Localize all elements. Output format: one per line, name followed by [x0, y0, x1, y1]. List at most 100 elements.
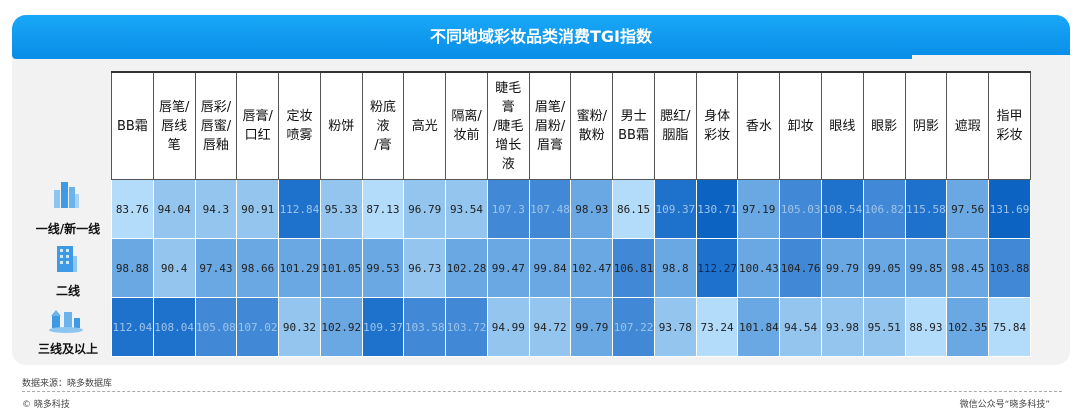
- heatmap-cell: 99.05: [862, 238, 906, 298]
- heatmap-cell: 112.84: [278, 179, 321, 239]
- heatmap-cell: 99.79: [821, 238, 864, 298]
- heatmap-cell: 130.71: [695, 179, 739, 239]
- heatmap-cell: 99.53: [361, 238, 405, 298]
- column-header: 定妆 喷雾: [278, 71, 321, 180]
- heatmap-cell: 103.72: [445, 297, 488, 357]
- heatmap-cell: 112.27: [695, 238, 739, 298]
- heatmap-cell: 102.92: [319, 297, 363, 357]
- heatmap-cell: 101.05: [319, 238, 363, 298]
- heatmap-cell: 112.04: [111, 297, 154, 357]
- heatmap-row: 83.76 94.04 94.3 90.91 112.84 95.33 87.13 96.79…: [111, 179, 1031, 239]
- heatmap-cell: 94.72: [528, 297, 572, 357]
- heatmap-cell: 93.54: [445, 179, 488, 239]
- heatmap-cell: 109.37: [653, 179, 697, 239]
- column-header: 眼线: [821, 71, 864, 180]
- chart-title: 不同地域彩妆品类消费TGI指数: [12, 15, 1070, 59]
- column-header: 蜜粉/ 散粉: [570, 71, 614, 180]
- column-header: 腮红/ 胭脂: [653, 71, 697, 180]
- heatmap-row: 98.88 90.4 97.43 98.66 101.29 101.05 99.53 96.7…: [111, 238, 1031, 298]
- copyright-text: © 晓多科技: [22, 400, 70, 410]
- heatmap-cell: 108.54: [821, 179, 864, 239]
- column-header: 睫毛 膏 /睫毛 增长 液: [486, 71, 530, 180]
- heatmap-cell: 93.98: [821, 297, 864, 357]
- heatmap-cell: 95.51: [862, 297, 906, 357]
- heatmap-cell: 98.93: [570, 179, 614, 239]
- row-label-tier3: 三线及以上: [37, 342, 98, 356]
- column-header: 粉饼: [319, 71, 363, 180]
- column-header-row: BB霜 唇笔/ 唇线 笔唇彩/ 唇蜜/ 唇釉 唇膏/ 口红 定妆 喷雾 粉饼 粉底 液 /…: [111, 71, 1031, 180]
- footer-divider: [22, 391, 1062, 392]
- wechat-account-text: 微信公众号“晓多科技”: [959, 400, 1050, 410]
- heatmap-row: 112.04 108.04 105.08 107.02 90.32 102.92 109.3…: [111, 297, 1031, 357]
- heatmap-cell: 98.45: [946, 238, 990, 298]
- heatmap-cell: 107.22: [612, 297, 655, 357]
- heatmap-cell: 105.03: [779, 179, 823, 239]
- heatmap-cell: 109.37: [361, 297, 405, 357]
- heatmap-cell: 100.43: [737, 238, 781, 298]
- heatmap-cell: 87.13: [361, 179, 405, 239]
- heatmap-body: 83.76 94.04 94.3 90.91 112.84 95.33 87.13 96.79…: [111, 179, 1031, 357]
- heatmap-cell: 108.04: [152, 297, 196, 357]
- column-header: 香水: [737, 71, 781, 180]
- column-header: 唇笔/ 唇线 笔: [152, 71, 196, 180]
- heatmap-cell: 131.69: [988, 179, 1031, 239]
- heatmap-cell: 102.47: [570, 238, 614, 298]
- heatmap-cell: 106.81: [612, 238, 655, 298]
- column-header: 指甲 彩妆: [988, 71, 1031, 180]
- building-icon: [57, 246, 77, 272]
- small-town-icon: [49, 310, 83, 333]
- column-header: 男士 BB霜: [612, 71, 655, 180]
- heatmap-cell: 101.84: [737, 297, 781, 357]
- heatmap-cell: 106.82: [862, 179, 906, 239]
- heatmap-cell: 93.78: [653, 297, 697, 357]
- heatmap-cell: 102.35: [946, 297, 990, 357]
- heatmap-cell: 99.84: [528, 238, 572, 298]
- heatmap-cell: 97.56: [946, 179, 990, 239]
- heatmap-cell: 115.58: [904, 179, 948, 239]
- heatmap-cell: 98.66: [236, 238, 280, 298]
- heatmap-cell: 90.4: [152, 238, 196, 298]
- column-header: 隔离/ 妆前: [445, 71, 488, 180]
- tgi-heatmap-table: BB霜 唇笔/ 唇线 笔唇彩/ 唇蜜/ 唇釉 唇膏/ 口红 定妆 喷雾 粉饼 粉底 液 /…: [111, 71, 1031, 357]
- heatmap-cell: 102.28: [445, 238, 488, 298]
- column-header: BB霜: [111, 71, 154, 180]
- heatmap-cell: 94.54: [779, 297, 823, 357]
- column-header: 唇彩/ 唇蜜/ 唇釉: [194, 71, 238, 180]
- heatmap-cell: 88.93: [904, 297, 948, 357]
- city-skyline-icon: [54, 182, 79, 208]
- row-label-tier2: 二线: [55, 284, 80, 298]
- heatmap-cell: 96.73: [403, 238, 447, 298]
- heatmap-cell: 107.48: [528, 179, 572, 239]
- heatmap-cell: 97.19: [737, 179, 781, 239]
- heatmap-cell: 90.32: [278, 297, 321, 357]
- heatmap-cell: 75.84: [988, 297, 1031, 357]
- column-header: 眉笔/ 眉粉/ 眉膏: [528, 71, 572, 180]
- heatmap-cell: 98.8: [653, 238, 697, 298]
- heatmap-cell: 104.76: [779, 238, 823, 298]
- heatmap-cell: 107.3: [486, 179, 530, 239]
- heatmap-cell: 94.04: [152, 179, 196, 239]
- heatmap-cell: 95.33: [319, 179, 363, 239]
- column-header: 身体 彩妆: [695, 71, 739, 180]
- heatmap-cell: 73.24: [695, 297, 739, 357]
- heatmap-cell: 107.02: [236, 297, 280, 357]
- heatmap-cell: 105.08: [194, 297, 238, 357]
- column-header: 粉底 液 /膏: [361, 71, 405, 180]
- column-header: 卸妆: [779, 71, 823, 180]
- heatmap-cell: 99.79: [570, 297, 614, 357]
- column-header: 遮瑕: [946, 71, 990, 180]
- column-header: 唇膏/ 口红: [236, 71, 280, 180]
- heatmap-cell: 96.79: [403, 179, 447, 239]
- heatmap-cell: 99.47: [486, 238, 530, 298]
- heatmap-cell: 101.29: [278, 238, 321, 298]
- heatmap-cell: 98.88: [111, 238, 154, 298]
- data-source-note: 数据来源：晓多数据库: [22, 379, 113, 389]
- column-header: 阴影: [904, 71, 948, 180]
- heatmap-cell: 83.76: [111, 179, 154, 239]
- row-label-tier1: 一线/新一线: [35, 222, 101, 236]
- heatmap-cell: 86.15: [612, 179, 655, 239]
- heatmap-cell: 94.3: [194, 179, 238, 239]
- heatmap-cell: 99.85: [904, 238, 948, 298]
- column-header: 高光: [403, 71, 447, 180]
- column-header: 眼影: [862, 71, 906, 180]
